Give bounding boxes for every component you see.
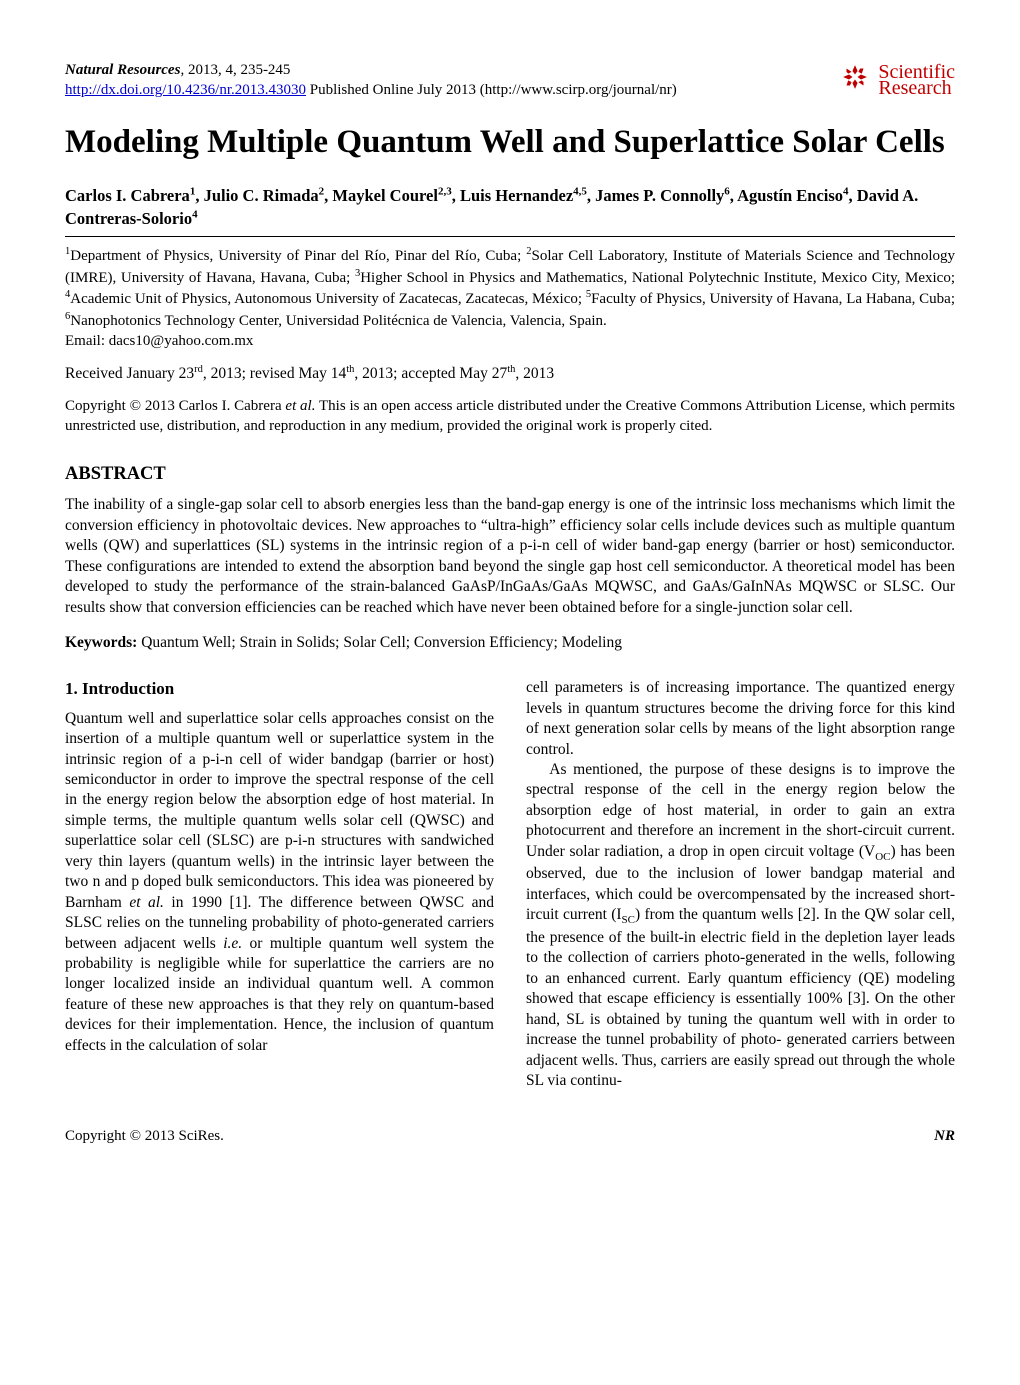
abstract-text: The inability of a single-gap solar cell… (65, 495, 955, 618)
body-paragraph-3: As mentioned, the purpose of these desig… (526, 760, 955, 1092)
article-dates: Received January 23rd, 2013; revised May… (65, 364, 955, 383)
footer-journal-abbrev: NR (934, 1128, 955, 1145)
logo-icon (838, 60, 872, 100)
keywords-label: Keywords: (65, 634, 137, 651)
keywords-text: Quantum Well; Strain in Solids; Solar Ce… (137, 634, 622, 651)
affiliations: 1Department of Physics, University of Pi… (65, 245, 955, 331)
journal-name: Natural Resources (65, 62, 180, 78)
copyright-notice: Copyright © 2013 Carlos I. Cabrera et al… (65, 397, 955, 436)
article-title: Modeling Multiple Quantum Well and Super… (65, 123, 955, 163)
page-header: Natural Resources, 2013, 4, 235-245 http… (65, 60, 955, 101)
pub-info: Published Online July 2013 (http://www.s… (306, 82, 677, 98)
publisher-logo: Scientific Research (838, 60, 955, 100)
body-paragraph-1: Quantum well and superlattice solar cell… (65, 709, 494, 1057)
header-citation: Natural Resources, 2013, 4, 235-245 http… (65, 60, 677, 101)
body-paragraph-2: cell parameters is of increasing importa… (526, 678, 955, 760)
authors-line: Carlos I. Cabrera1, Julio C. Rimada2, Ma… (65, 184, 955, 230)
abstract-heading: ABSTRACT (65, 464, 955, 485)
logo-text: Scientific Research (878, 62, 955, 98)
logo-word-2: Research (878, 78, 955, 98)
author-rule (65, 236, 955, 237)
contact-email: Email: dacs10@yahoo.com.mx (65, 333, 955, 350)
vol-pages: , 2013, 4, 235-245 (180, 62, 290, 78)
doi-link[interactable]: http://dx.doi.org/10.4236/nr.2013.43030 (65, 82, 306, 98)
keywords-line: Keywords: Quantum Well; Strain in Solids… (65, 634, 955, 652)
footer-copyright: Copyright © 2013 SciRes. (65, 1128, 224, 1145)
page-footer: Copyright © 2013 SciRes. NR (65, 1128, 955, 1145)
body-columns: 1. Introduction Quantum well and superla… (65, 678, 955, 1091)
section-heading-intro: 1. Introduction (65, 678, 494, 700)
